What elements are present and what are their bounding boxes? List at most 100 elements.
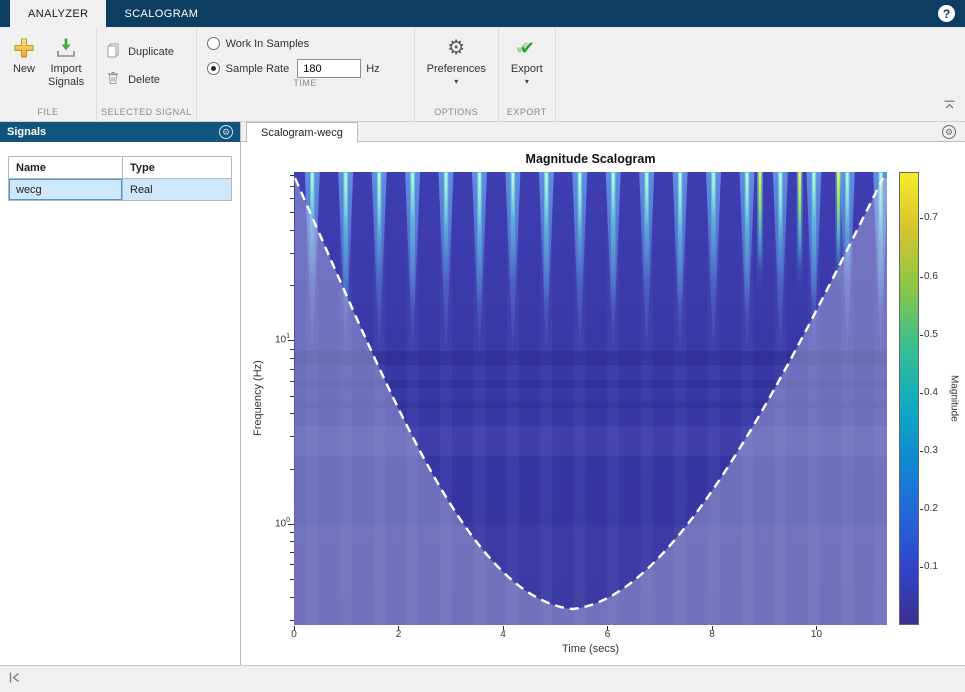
document-tab-scalogram-wecg[interactable]: Scalogram-wecg (246, 122, 358, 142)
help-button[interactable]: ? (938, 5, 955, 22)
status-bar (0, 665, 965, 692)
duplicate-button[interactable]: Duplicate (105, 42, 174, 61)
signal-name-cell[interactable]: wecg (8, 178, 123, 201)
delete-button[interactable]: Delete (105, 70, 174, 89)
y-minor-tick-mark (290, 532, 294, 534)
y-minor-tick-mark (290, 252, 294, 254)
sample-rate-unit: Hz (366, 62, 380, 75)
x-tick-label: 8 (709, 629, 715, 640)
y-minor-tick-mark (290, 436, 294, 438)
ribbon-tabbar: ANALYZER SCALOGRAM ? (0, 0, 965, 27)
sample-rate-input[interactable] (297, 59, 362, 78)
y-minor-tick-mark (290, 174, 294, 176)
import-label-line1: Import (50, 63, 82, 75)
y-axis-label: Frequency (Hz) (252, 360, 264, 437)
section-label-time: TIME (293, 78, 317, 88)
radio-circle (206, 37, 220, 50)
export-dropdown-icon: ▾ (524, 76, 529, 86)
new-plus-icon (12, 34, 36, 61)
document-area: Scalogram-wecg ⚙ Magnitude Scalogram Fre… (241, 122, 965, 665)
colorbar-tick-label: 0.5 (924, 328, 938, 340)
colorbar-tick-mark (920, 276, 923, 278)
content-area: Signals ⚙ Name Type wecg (0, 122, 965, 665)
x-axis-label: Time (secs) (561, 643, 620, 655)
colorbar (899, 172, 919, 625)
delete-label: Delete (128, 73, 160, 86)
y-minor-tick-mark (290, 381, 294, 383)
colorbar-tick-label: 0.4 (924, 386, 938, 398)
y-minor-tick-mark (290, 348, 294, 350)
document-tabstrip: Scalogram-wecg ⚙ (241, 122, 965, 142)
work-in-samples-radio[interactable]: Work In Samples (206, 37, 410, 50)
y-minor-tick-mark (290, 619, 294, 621)
y-tick-label: 100 (274, 516, 290, 529)
sample-rate-label: Sample Rate (225, 62, 290, 75)
y-minor-tick-mark (290, 212, 294, 214)
section-time: Work In Samples Sample Rate Hz TIME (197, 27, 415, 121)
colorbar-tick-label: 0.2 (924, 502, 938, 514)
figure: Magnitude Scalogram Frequency (Hz) (241, 142, 965, 665)
x-tick-label: 0 (291, 629, 297, 640)
document-options-icon[interactable]: ⚙ (942, 125, 956, 139)
colorbar-tick-label: 0.3 (924, 444, 938, 456)
y-minor-tick-mark (290, 413, 294, 415)
delete-trash-icon (105, 70, 121, 89)
y-minor-tick-mark (290, 185, 294, 187)
y-minor-tick-mark (290, 230, 294, 232)
section-label-export: EXPORT (506, 107, 547, 117)
signals-col-type[interactable]: Type (122, 156, 232, 179)
preferences-dropdown-icon: ▾ (454, 76, 459, 86)
new-label: New (12, 63, 35, 75)
signal-row-wecg[interactable]: wecg Real (8, 178, 232, 201)
section-label-file: FILE (37, 107, 59, 117)
duplicate-icon (105, 42, 121, 61)
colorbar-tick-mark (920, 508, 923, 510)
colorbar-label: Magnitude (948, 375, 960, 422)
section-label-selected-signal: SELECTED SIGNAL (101, 107, 192, 117)
x-tick-label: 10 (810, 629, 823, 640)
x-tick-label: 4 (500, 629, 506, 640)
colorbar-tick-mark (920, 218, 923, 220)
ribbon-tab-analyzer[interactable]: ANALYZER (10, 0, 107, 27)
colorbar-tick-label: 0.7 (924, 212, 938, 224)
section-file: New Import Signals FILE (0, 27, 98, 121)
new-button[interactable]: New (8, 34, 40, 107)
section-export: ✔ ✔ Export ▾ EXPORT (499, 27, 556, 121)
duplicate-label: Duplicate (128, 45, 174, 58)
x-tick-label: 6 (604, 629, 611, 640)
x-tick-mark (502, 626, 504, 630)
minimize-toolstrip-icon[interactable] (943, 99, 956, 113)
y-minor-tick-mark (290, 197, 294, 199)
y-tick-label: 101 (274, 333, 290, 346)
colorbar-tick-mark (920, 334, 923, 336)
y-minor-tick-mark (290, 468, 294, 470)
y-tick-mark (288, 523, 294, 525)
preferences-gear-icon: ⚙ (447, 36, 466, 59)
y-minor-tick-mark (290, 552, 294, 554)
scalogram-heatmap[interactable] (293, 172, 889, 625)
x-tick-mark (398, 626, 400, 630)
y-minor-tick-mark (290, 564, 294, 566)
section-label-options: OPTIONS (434, 107, 479, 117)
colorbar-tick-mark (920, 392, 923, 394)
sample-rate-radio[interactable]: Sample Rate Hz (206, 59, 410, 78)
export-button[interactable]: ✔ ✔ Export ▾ (507, 34, 547, 107)
y-minor-tick-mark (290, 578, 294, 580)
colorbar-tick-mark (920, 450, 923, 452)
chart-title: Magnitude Scalogram (525, 152, 656, 166)
toolstrip: New Import Signals FILE (0, 27, 965, 122)
ribbon-tab-scalogram[interactable]: SCALOGRAM (124, 7, 199, 20)
signals-col-name[interactable]: Name (8, 156, 123, 179)
preferences-button[interactable]: ⚙ Preferences ▾ (423, 34, 490, 107)
signal-type-cell[interactable]: Real (122, 178, 232, 201)
section-selected-signal: Duplicate Delete (97, 27, 197, 121)
signals-table: Name Type wecg Real (8, 156, 232, 201)
signals-panel-options-icon[interactable]: ⚙ (219, 125, 233, 139)
y-minor-tick-mark (290, 368, 294, 370)
x-tick-label: 2 (395, 629, 402, 640)
colorbar-tick-label: 0.6 (924, 270, 938, 282)
import-label-line2: Signals (48, 75, 85, 88)
collapse-left-panel-icon[interactable] (8, 671, 21, 687)
import-signals-button[interactable]: Import Signals (44, 34, 88, 107)
